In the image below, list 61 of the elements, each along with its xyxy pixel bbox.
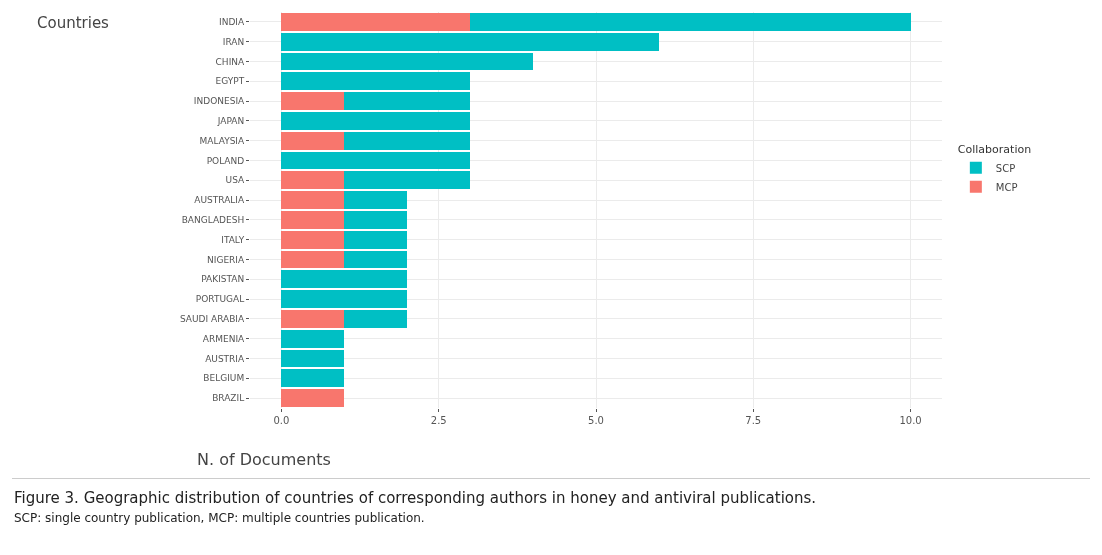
bar: [281, 369, 345, 388]
legend-label: MCP: [995, 181, 1018, 193]
bar: [344, 210, 408, 229]
bar: [344, 230, 408, 249]
bar: [281, 171, 345, 190]
y-tick-label: BELGIUM: [203, 373, 245, 384]
bar: [344, 92, 471, 111]
y-tick-label: USA: [225, 175, 246, 186]
bar: [281, 191, 345, 210]
x-tick-label: 7.5: [745, 415, 762, 426]
x-tick-label: 2.5: [430, 415, 447, 426]
y-tick-label: CHINA: [215, 56, 246, 67]
y-tick-label: AUSTRIA: [205, 353, 246, 364]
y-tick-label: PAKISTAN: [201, 274, 245, 285]
x-axis-title: N. of Documents: [197, 450, 331, 469]
y-tick-label: MALAYSIA: [199, 135, 246, 146]
y-tick-label: BANGLADESH: [181, 215, 245, 226]
bar: [344, 250, 408, 269]
legend-label: SCP: [995, 162, 1016, 174]
bar: [281, 210, 345, 229]
bar: [281, 131, 345, 150]
y-tick-label: BRAZIL: [212, 393, 245, 404]
y-tick-label: IRAN: [222, 36, 245, 47]
y-tick-label: POLAND: [206, 155, 245, 166]
bar: [281, 230, 345, 249]
bar: [281, 92, 345, 111]
bar: [344, 309, 408, 328]
bar: [344, 191, 408, 210]
y-tick-label: AUSTRALIA: [194, 195, 246, 206]
legend-title: Collaboration: [957, 143, 1032, 157]
bar: [281, 349, 345, 368]
bar: [281, 12, 471, 31]
bar: [281, 329, 345, 348]
y-tick-label: NIGERIA: [207, 254, 246, 265]
bar: [281, 72, 471, 91]
bar: [344, 171, 471, 190]
bar: [281, 111, 471, 130]
y-axis-title: Countries: [37, 14, 110, 32]
y-tick-label: INDONESIA: [193, 96, 246, 107]
y-tick-label: JAPAN: [216, 116, 245, 127]
bar: [281, 32, 659, 51]
y-tick-label: PORTUGAL: [195, 294, 245, 305]
bar: [281, 290, 408, 309]
bar: [281, 151, 471, 170]
y-tick-label: ARMENIA: [202, 333, 246, 344]
caption: Figure 3. Geographic distribution of countries of corresponding authors in honey and antiviral publications.: [14, 489, 818, 507]
bar: [281, 270, 408, 289]
bar: [470, 12, 911, 31]
bar: [281, 52, 534, 71]
bar: [281, 309, 345, 328]
bar: [344, 131, 471, 150]
bar: [281, 389, 345, 408]
x-tick-label: 5.0: [588, 415, 604, 426]
x-tick-label: 0.0: [273, 415, 290, 426]
y-tick-label: SAUDI ARABIA: [179, 314, 246, 325]
y-tick-label: INDIA: [219, 17, 246, 28]
y-tick-label: ITALY: [221, 234, 245, 245]
bar: [281, 250, 345, 269]
text: SCP: single country publication, MCP: multiple countries publication.: [14, 511, 426, 525]
x-tick-label: 10.0: [899, 415, 922, 426]
y-tick-label: EGYPT: [215, 76, 245, 87]
